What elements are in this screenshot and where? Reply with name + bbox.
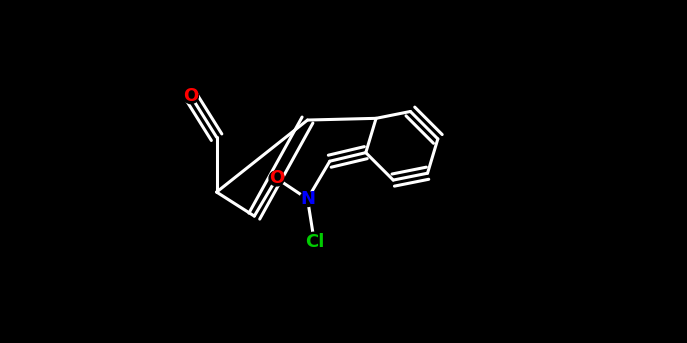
Circle shape	[305, 232, 324, 251]
Text: O: O	[183, 87, 199, 105]
Text: N: N	[300, 190, 315, 208]
Circle shape	[183, 88, 199, 104]
Text: O: O	[269, 169, 284, 187]
Circle shape	[269, 171, 284, 186]
Text: Cl: Cl	[304, 233, 324, 251]
Circle shape	[300, 191, 315, 206]
